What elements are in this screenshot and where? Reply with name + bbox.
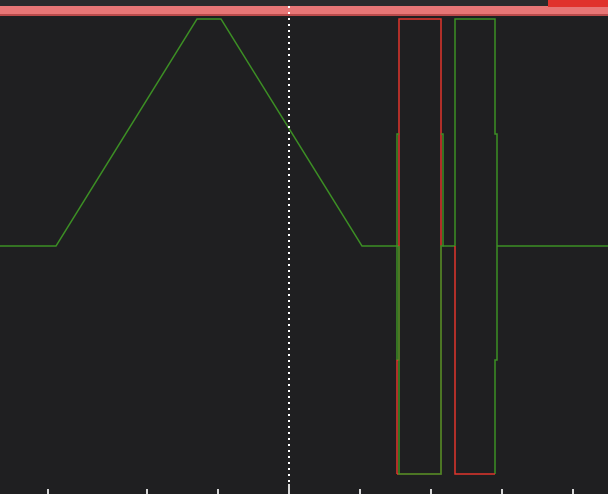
green-pulse-trace-a	[398, 133, 444, 475]
green-trapezoid-trace	[0, 18, 399, 247]
green-pulse-trace-b	[454, 18, 498, 474]
green-pulse-step-a	[396, 133, 399, 360]
timeline-top-strip	[0, 0, 608, 6]
range-marker[interactable]	[548, 0, 608, 7]
timeline-bar[interactable]	[0, 0, 608, 16]
red-pulse-trace-b	[454, 246, 495, 475]
red-pulse-trace	[396, 18, 442, 475]
bottom-ruler	[47, 484, 574, 494]
